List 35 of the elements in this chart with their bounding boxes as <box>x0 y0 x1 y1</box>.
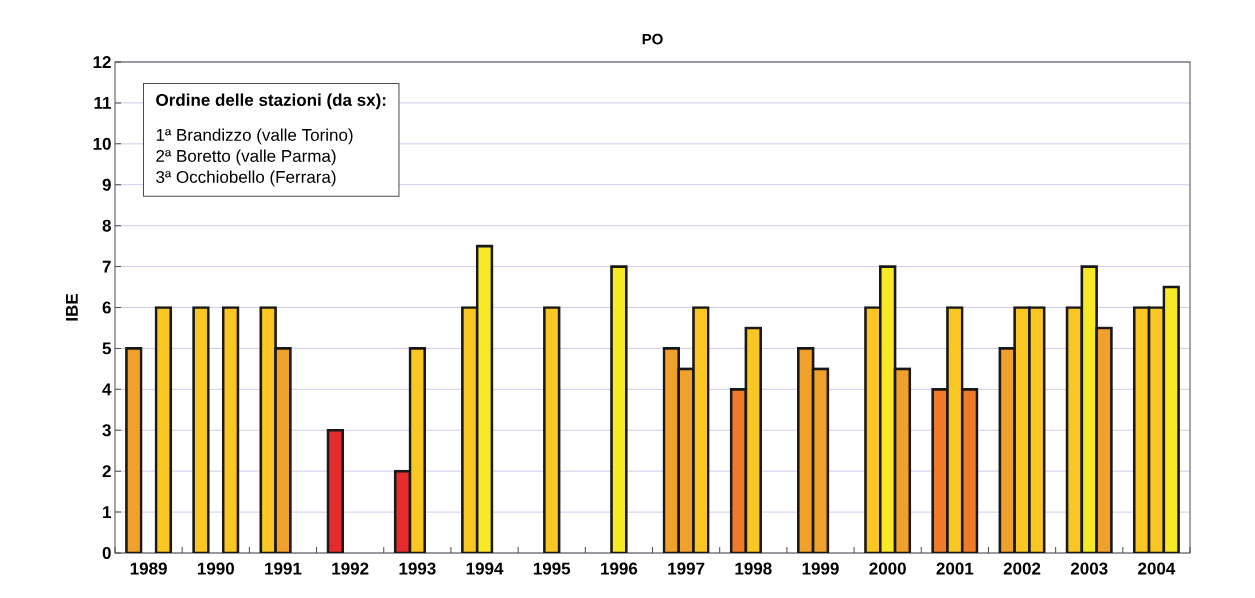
y-tick-label: 3 <box>102 424 111 437</box>
y-tick-label: 11 <box>94 97 111 109</box>
x-tick-label: 2002 <box>1003 562 1041 575</box>
chart-title: PO <box>642 33 663 45</box>
y-tick-label: 1 <box>103 506 111 518</box>
x-tick-label: 2000 <box>869 562 906 575</box>
annotation: 1ª Brandizzo (valle Torino) <box>156 128 353 145</box>
x-tick-label: 1995 <box>533 562 571 575</box>
y-tick-label: 8 <box>102 219 111 232</box>
x-tick-label: 1999 <box>802 562 839 575</box>
x-tick-label: 2004 <box>1138 562 1176 575</box>
x-tick-label: 1992 <box>332 562 369 575</box>
x-tick-label: 1993 <box>399 562 436 575</box>
x-tick-label: 2001 <box>936 562 974 575</box>
x-tick-label: 1990 <box>197 562 234 575</box>
y-tick-label: 0 <box>102 546 111 560</box>
x-tick-label: 1998 <box>735 562 772 575</box>
y-tick-label: 6 <box>102 301 111 314</box>
y-tick-label: 12 <box>93 56 111 68</box>
x-tick-label: 1994 <box>466 562 504 575</box>
annotation: Ordine delle stazioni (da sx): <box>156 93 386 110</box>
x-tick-label: 1997 <box>668 562 705 575</box>
annotation: 3ª Occhiobello (Ferrara) <box>156 170 336 187</box>
y-tick-label: 9 <box>102 178 111 191</box>
y-tick-label: 10 <box>93 137 111 150</box>
y-tick-label: 7 <box>102 260 111 273</box>
y-tick-label: 2 <box>102 465 111 478</box>
x-tick-label: 1989 <box>130 562 167 575</box>
x-tick-label: 1991 <box>265 562 302 575</box>
y-tick-label: 4 <box>102 383 112 396</box>
y-tick-label: 5 <box>102 342 111 355</box>
y-axis-title: IBE <box>66 293 78 321</box>
x-tick-label: 2003 <box>1070 562 1108 575</box>
x-tick-label: 1996 <box>601 562 638 575</box>
annotation: 2ª Boretto (valle Parma) <box>156 149 336 166</box>
